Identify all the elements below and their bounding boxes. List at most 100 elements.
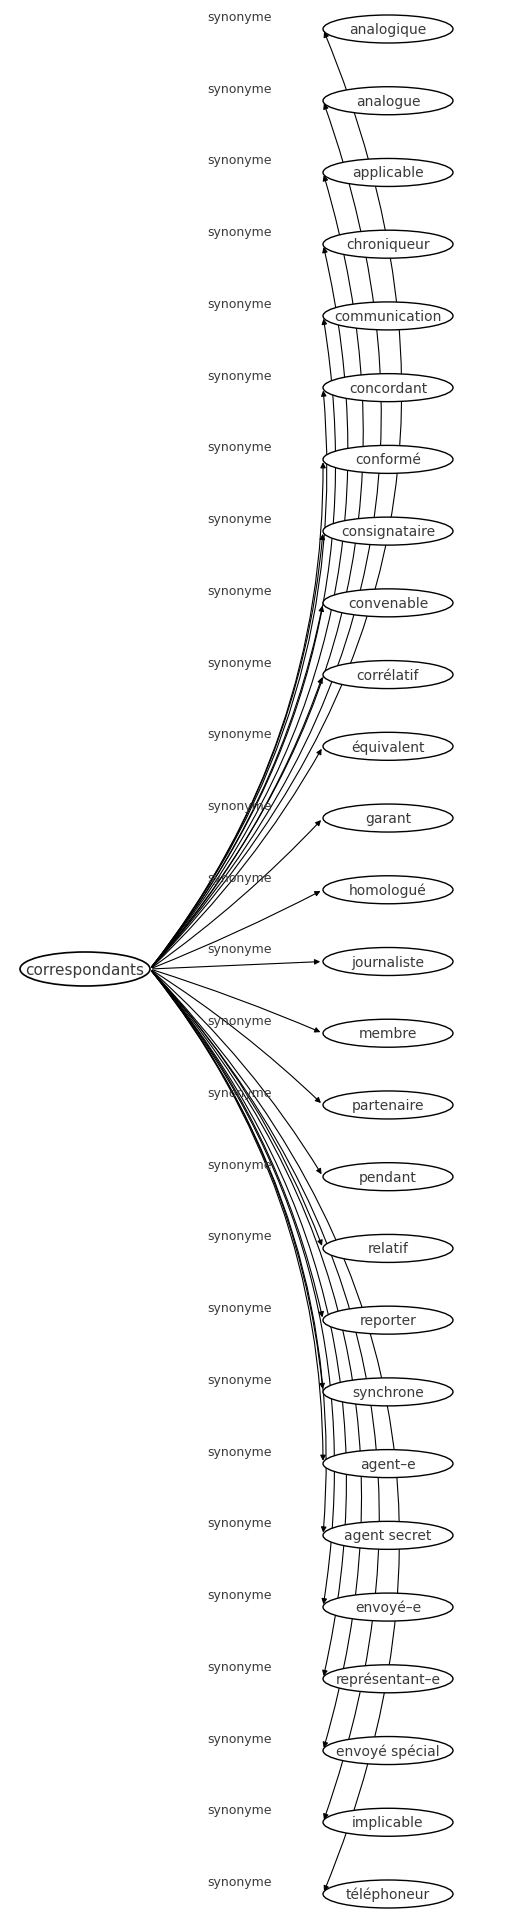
Text: envoyé spécial: envoyé spécial: [335, 1743, 439, 1758]
Text: synonyme: synonyme: [207, 297, 272, 311]
Ellipse shape: [322, 1090, 452, 1119]
Text: envoyé–e: envoyé–e: [354, 1600, 420, 1615]
Text: synonyme: synonyme: [207, 1372, 272, 1386]
Text: reporter: reporter: [359, 1314, 416, 1328]
Text: relatif: relatif: [367, 1241, 408, 1256]
Text: synonyme: synonyme: [207, 1731, 272, 1745]
FancyArrowPatch shape: [152, 971, 323, 1316]
Ellipse shape: [322, 1235, 452, 1262]
Ellipse shape: [322, 948, 452, 977]
FancyArrowPatch shape: [152, 971, 324, 1388]
Text: synonyme: synonyme: [207, 585, 272, 598]
Text: représentant–e: représentant–e: [335, 1671, 440, 1687]
Ellipse shape: [322, 805, 452, 832]
FancyArrowPatch shape: [152, 971, 326, 1532]
Text: synonyme: synonyme: [207, 1517, 272, 1530]
FancyArrowPatch shape: [152, 971, 320, 1173]
FancyArrowPatch shape: [152, 971, 379, 1818]
FancyArrowPatch shape: [152, 971, 399, 1889]
Text: analogique: analogique: [349, 23, 426, 37]
Text: synonyme: synonyme: [207, 1446, 272, 1457]
Ellipse shape: [20, 953, 150, 986]
Ellipse shape: [322, 446, 452, 475]
Text: synonyme: synonyme: [207, 1660, 272, 1673]
Text: synonyme: synonyme: [207, 728, 272, 741]
Ellipse shape: [322, 1307, 452, 1334]
Ellipse shape: [322, 517, 452, 546]
Text: chroniqueur: chroniqueur: [346, 237, 429, 253]
Ellipse shape: [322, 1880, 452, 1909]
FancyArrowPatch shape: [152, 971, 320, 1102]
Text: synonyme: synonyme: [207, 656, 272, 670]
Ellipse shape: [322, 303, 452, 330]
Ellipse shape: [322, 1449, 452, 1478]
Ellipse shape: [322, 374, 452, 403]
Text: synonyme: synonyme: [207, 1803, 272, 1816]
Text: synonyme: synonyme: [207, 1229, 272, 1243]
Text: membre: membre: [358, 1027, 416, 1040]
Text: journaliste: journaliste: [351, 955, 423, 969]
Text: pendant: pendant: [358, 1170, 416, 1185]
FancyArrowPatch shape: [151, 537, 324, 967]
Ellipse shape: [322, 232, 452, 259]
Ellipse shape: [322, 1737, 452, 1764]
Text: garant: garant: [364, 813, 410, 826]
Text: synonyme: synonyme: [207, 1158, 272, 1172]
Text: synonyme: synonyme: [207, 12, 272, 23]
Ellipse shape: [322, 1378, 452, 1407]
Text: homologué: homologué: [349, 884, 426, 897]
Text: synonyme: synonyme: [207, 442, 272, 454]
FancyArrowPatch shape: [152, 971, 319, 1033]
Ellipse shape: [322, 662, 452, 689]
Text: synonyme: synonyme: [207, 226, 272, 239]
Text: synonyme: synonyme: [207, 1087, 272, 1100]
Text: synchrone: synchrone: [351, 1386, 423, 1399]
Text: communication: communication: [334, 309, 441, 324]
FancyArrowPatch shape: [152, 751, 320, 967]
Text: agent secret: agent secret: [344, 1529, 431, 1542]
Ellipse shape: [322, 589, 452, 618]
Text: concordant: concordant: [348, 382, 427, 396]
FancyArrowPatch shape: [152, 178, 362, 967]
FancyArrowPatch shape: [152, 106, 381, 967]
Text: conformé: conformé: [354, 454, 420, 467]
FancyArrowPatch shape: [152, 971, 334, 1604]
Ellipse shape: [322, 15, 452, 44]
Ellipse shape: [322, 1666, 452, 1693]
Ellipse shape: [322, 1019, 452, 1048]
Ellipse shape: [322, 160, 452, 187]
Text: analogue: analogue: [355, 95, 419, 108]
Text: synonyme: synonyme: [207, 1876, 272, 1888]
FancyArrowPatch shape: [152, 971, 325, 1459]
FancyArrowPatch shape: [152, 679, 322, 967]
Ellipse shape: [322, 733, 452, 760]
FancyArrowPatch shape: [153, 959, 318, 969]
Text: synonyme: synonyme: [207, 799, 272, 813]
FancyArrowPatch shape: [151, 392, 326, 967]
Text: synonyme: synonyme: [207, 369, 272, 382]
Text: synonyme: synonyme: [207, 154, 272, 168]
Text: synonyme: synonyme: [207, 83, 272, 96]
Ellipse shape: [322, 876, 452, 905]
FancyArrowPatch shape: [152, 971, 322, 1245]
Text: synonyme: synonyme: [207, 513, 272, 525]
Text: agent–e: agent–e: [359, 1457, 415, 1471]
FancyArrowPatch shape: [152, 892, 319, 969]
Text: correspondants: correspondants: [25, 961, 144, 977]
Ellipse shape: [322, 1808, 452, 1835]
FancyArrowPatch shape: [152, 971, 361, 1747]
Ellipse shape: [322, 1521, 452, 1550]
FancyArrowPatch shape: [152, 320, 335, 967]
FancyArrowPatch shape: [151, 465, 325, 967]
Text: partenaire: partenaire: [351, 1098, 423, 1112]
FancyArrowPatch shape: [152, 33, 401, 967]
FancyArrowPatch shape: [152, 822, 320, 967]
Text: synonyme: synonyme: [207, 870, 272, 884]
Text: téléphoneur: téléphoneur: [345, 1888, 429, 1901]
Text: synonyme: synonyme: [207, 944, 272, 955]
Text: synonyme: synonyme: [207, 1301, 272, 1314]
Text: synonyme: synonyme: [207, 1588, 272, 1602]
Ellipse shape: [322, 1594, 452, 1621]
Text: convenable: convenable: [347, 596, 427, 610]
FancyArrowPatch shape: [152, 608, 323, 967]
